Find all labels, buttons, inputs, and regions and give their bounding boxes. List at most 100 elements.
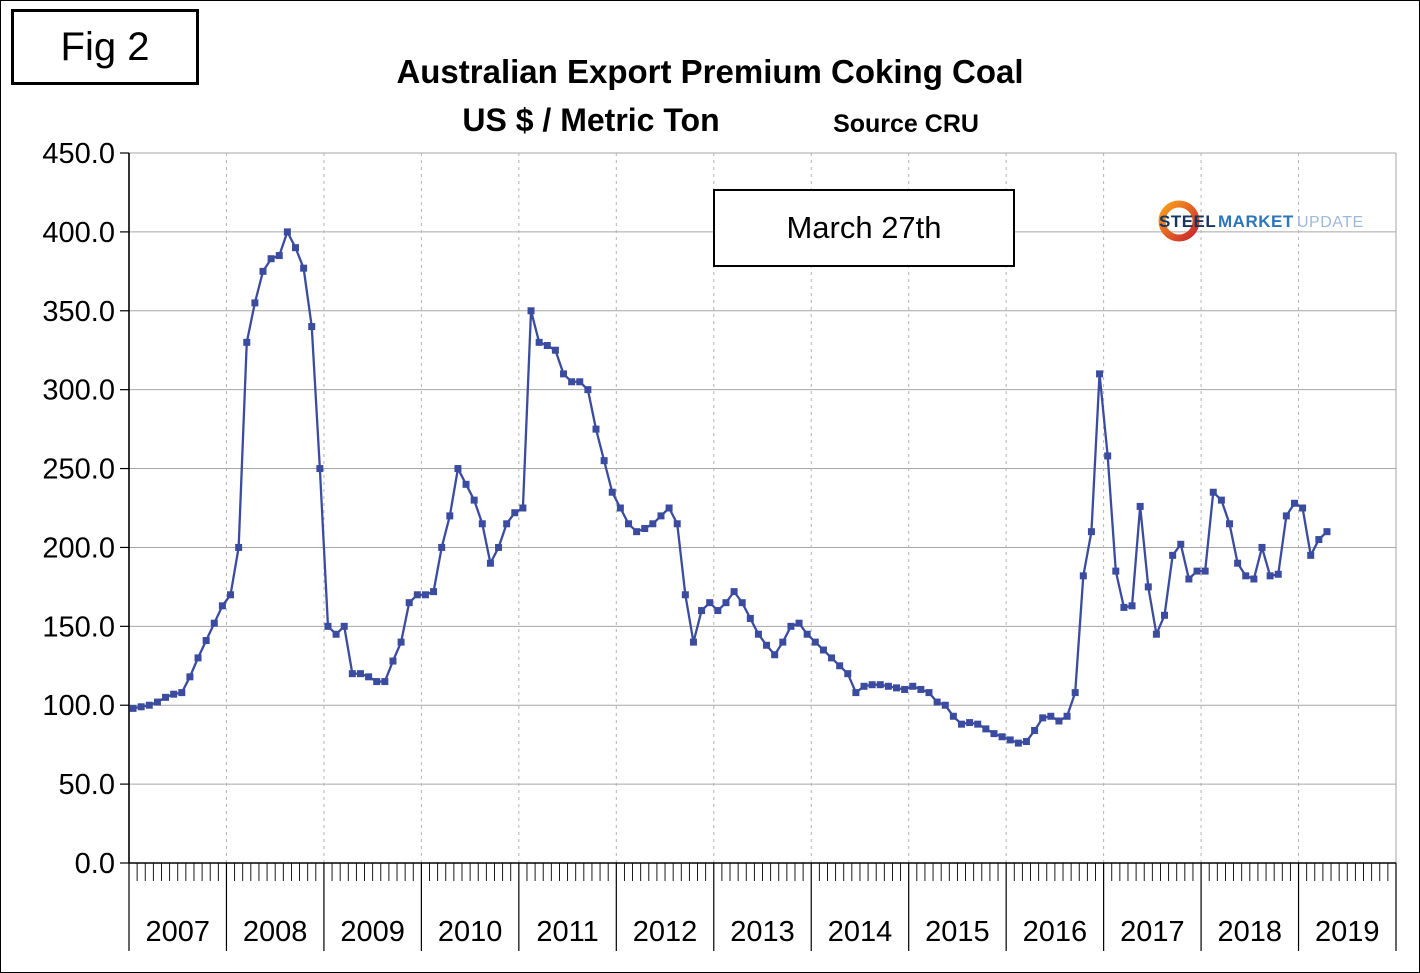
series-marker — [1201, 567, 1209, 575]
series-marker — [657, 512, 665, 520]
series-marker — [893, 684, 901, 692]
y-tick-label: 100.0 — [42, 690, 115, 722]
y-tick-label: 200.0 — [42, 532, 115, 564]
series-marker — [1079, 572, 1087, 580]
series-marker — [178, 689, 186, 697]
series-marker — [641, 525, 649, 533]
series-marker — [949, 712, 957, 720]
series-marker — [218, 602, 226, 610]
series-marker — [495, 543, 503, 551]
series-marker — [1087, 528, 1095, 536]
series-marker — [974, 720, 982, 728]
series-marker — [990, 730, 998, 738]
y-tick-label: 300.0 — [42, 375, 115, 407]
series-marker — [365, 673, 373, 681]
series-marker — [884, 682, 892, 690]
series-marker — [170, 690, 178, 698]
series-marker — [438, 543, 446, 551]
logo-text-update: UPDATE — [1297, 214, 1364, 231]
x-year-label: 2007 — [145, 916, 210, 948]
series-marker — [584, 386, 592, 394]
series-marker — [486, 559, 494, 567]
series-marker — [267, 255, 275, 263]
series-marker — [1282, 512, 1290, 520]
series-marker — [1274, 570, 1282, 578]
series-marker — [754, 630, 762, 638]
series-marker — [348, 670, 356, 678]
series-marker — [860, 682, 868, 690]
series-marker — [543, 341, 551, 349]
series-marker — [1014, 739, 1022, 747]
series-marker — [649, 520, 657, 528]
series-marker — [795, 619, 803, 627]
series-marker — [1022, 738, 1030, 746]
series-marker — [478, 520, 486, 528]
series-marker — [909, 682, 917, 690]
y-tick-label: 350.0 — [42, 296, 115, 328]
x-year-label: 2017 — [1120, 916, 1185, 948]
series-marker — [925, 689, 933, 697]
series-marker — [1217, 496, 1225, 504]
y-tick-label: 150.0 — [42, 611, 115, 643]
series-marker — [275, 252, 283, 260]
steel-market-update-logo: STEEL MARKET UPDATE — [1158, 200, 1364, 242]
series-marker — [600, 457, 608, 465]
figure-label-box: Fig 2 — [11, 9, 199, 85]
series-marker — [1104, 452, 1112, 460]
series-marker — [1258, 543, 1266, 551]
series-marker — [933, 698, 941, 706]
annotation-box: March 27th — [713, 189, 1015, 267]
figure-label: Fig 2 — [60, 24, 150, 69]
series-marker — [511, 509, 519, 517]
x-year-label: 2010 — [438, 916, 503, 948]
series-marker — [730, 588, 738, 596]
series-marker — [1323, 528, 1331, 536]
series-marker — [738, 599, 746, 607]
series-marker — [186, 673, 194, 681]
series-marker — [227, 591, 235, 599]
series-marker — [608, 488, 616, 496]
series-marker — [779, 638, 787, 646]
series-marker — [137, 703, 145, 711]
series-marker — [1128, 602, 1136, 610]
series-marker — [340, 622, 348, 630]
series-marker — [283, 228, 291, 236]
series-marker — [698, 607, 706, 615]
series-marker — [1169, 551, 1177, 559]
x-year-label: 2015 — [925, 916, 990, 948]
series-marker — [1055, 717, 1063, 725]
series-marker — [966, 719, 974, 727]
series-marker — [430, 588, 438, 596]
series-marker — [1071, 689, 1079, 697]
series-marker — [373, 678, 381, 686]
series-marker — [1185, 575, 1193, 583]
series-marker — [673, 520, 681, 528]
series-marker — [917, 685, 925, 693]
series-marker — [551, 346, 559, 354]
y-tick-label: 0.0 — [75, 848, 115, 880]
y-tick-label: 400.0 — [42, 217, 115, 249]
series-marker — [519, 504, 527, 512]
series-marker — [722, 599, 730, 607]
series-marker — [633, 528, 641, 536]
chart-source: Source CRU — [833, 110, 979, 138]
series-marker — [308, 323, 316, 331]
x-year-label: 2013 — [730, 916, 795, 948]
series-marker — [1266, 572, 1274, 580]
series-marker — [332, 630, 340, 638]
series-marker — [535, 338, 543, 346]
series-marker — [446, 512, 454, 520]
series-marker — [153, 698, 161, 706]
series-marker — [405, 599, 413, 607]
series-marker — [901, 685, 909, 693]
logo-text-steel: STEEL — [1159, 212, 1216, 231]
chart-title: Australian Export Premium Coking Coal — [396, 53, 1024, 90]
series-marker — [681, 591, 689, 599]
series-marker — [1047, 712, 1055, 720]
series-marker — [421, 591, 429, 599]
series-marker — [568, 378, 576, 386]
series-marker — [243, 338, 251, 346]
series-marker — [957, 720, 965, 728]
series-marker — [844, 670, 852, 678]
